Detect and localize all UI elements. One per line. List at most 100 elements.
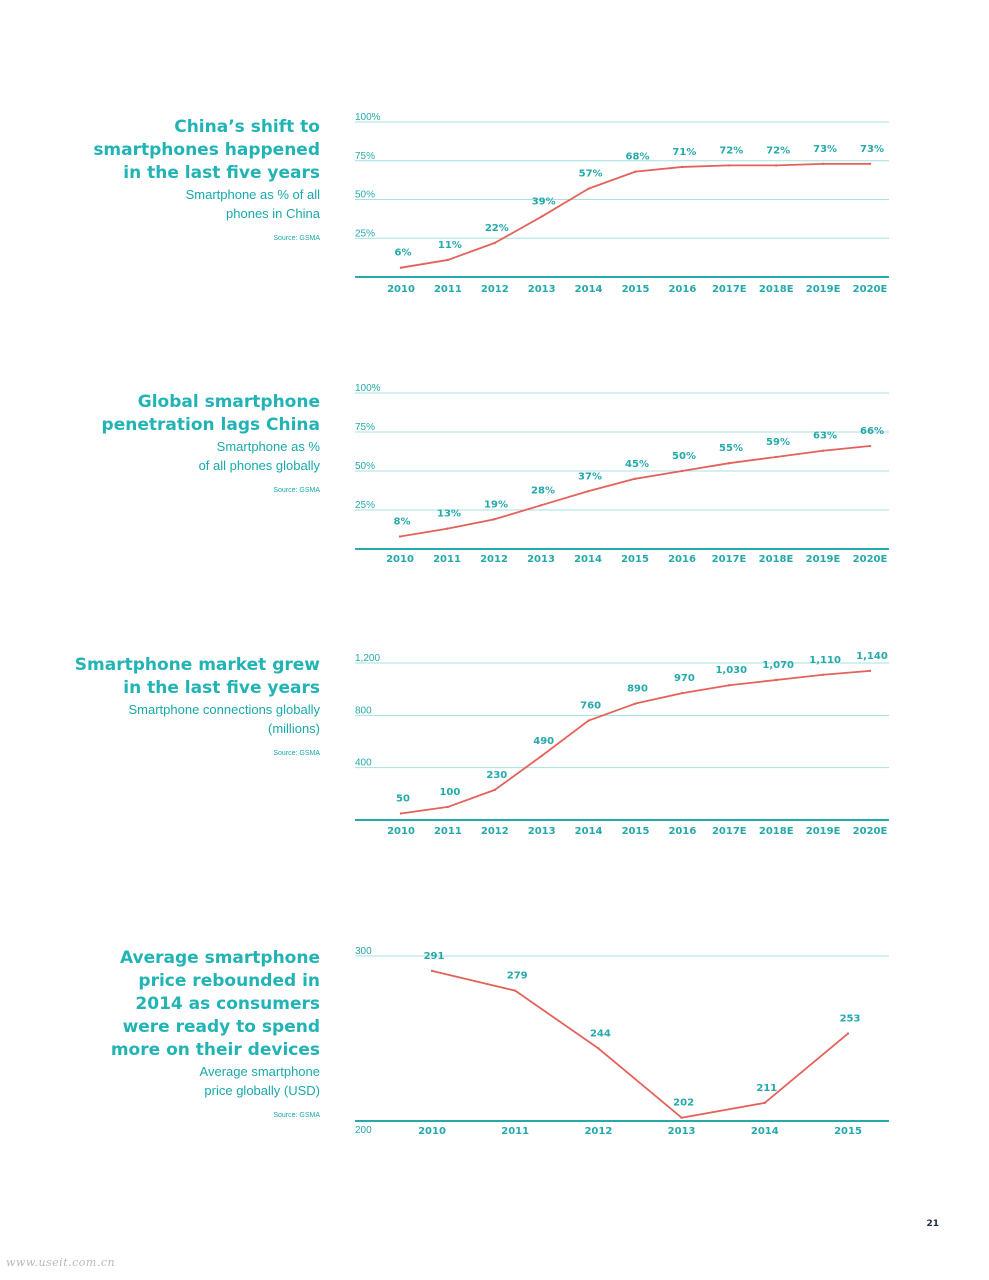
panel-3-title-line: in the last five years xyxy=(123,678,320,698)
x-tick-label: 2013 xyxy=(527,554,555,565)
data-point xyxy=(846,1032,850,1035)
x-tick-label: 2019E xyxy=(806,554,841,565)
data-point xyxy=(399,266,403,269)
data-label: 291 xyxy=(424,951,445,962)
y-tick-label: 75% xyxy=(355,151,375,162)
data-point xyxy=(446,258,450,262)
data-label: 59% xyxy=(766,437,790,448)
x-tick-label: 2019E xyxy=(806,284,841,295)
data-label: 890 xyxy=(627,684,648,695)
x-tick-label: 2010 xyxy=(386,554,414,565)
data-label: 8% xyxy=(394,517,411,528)
x-tick-label: 2014 xyxy=(574,554,602,565)
panel-4-title-line: more on their devices xyxy=(110,1040,320,1060)
panel-1-text: China’s shift to smartphones happened in… xyxy=(40,116,320,242)
data-point xyxy=(398,535,402,538)
data-point xyxy=(539,504,543,507)
data-point xyxy=(597,1047,600,1050)
data-point xyxy=(728,164,731,167)
data-point xyxy=(446,805,450,809)
data-label: 1,070 xyxy=(762,660,794,671)
data-label: 230 xyxy=(486,770,507,781)
data-label: 28% xyxy=(531,485,555,496)
x-tick-label: 2019E xyxy=(806,826,841,837)
x-tick-label: 2018E xyxy=(759,284,794,295)
y-tick-label: 75% xyxy=(355,422,375,433)
data-label: 1,030 xyxy=(715,665,747,676)
data-label: 73% xyxy=(813,144,837,155)
panel-4-source: Source: GSMA xyxy=(273,1112,320,1119)
y-tick-label: 25% xyxy=(355,500,375,511)
x-tick-label: 2012 xyxy=(481,284,509,295)
panel-1-subtitle-line: phones in China xyxy=(226,206,320,221)
data-label: 66% xyxy=(860,426,884,437)
x-tick-label: 2013 xyxy=(528,826,556,837)
panel-4-subtitle: Average smartphone price globally (USD) xyxy=(40,1062,320,1100)
panel-2-title-line: penetration lags China xyxy=(101,415,320,435)
data-label: 72% xyxy=(766,145,790,156)
data-label: 253 xyxy=(840,1014,861,1025)
x-tick-label: 2012 xyxy=(481,826,509,837)
x-tick-label: 2010 xyxy=(387,284,415,295)
data-point xyxy=(774,455,778,459)
y-tick-label: 100% xyxy=(355,383,381,394)
x-tick-label: 2020E xyxy=(853,284,888,295)
y-tick-label: 50% xyxy=(355,190,375,201)
data-point xyxy=(399,812,403,815)
panel-4-title-line: 2014 as consumers xyxy=(135,994,320,1014)
panel-2-text: Global smartphone penetration lags China… xyxy=(40,391,320,494)
data-label: 71% xyxy=(672,147,696,158)
data-point xyxy=(493,241,496,245)
x-tick-label: 2011 xyxy=(501,1126,529,1137)
x-tick-label: 2017E xyxy=(712,554,747,565)
x-tick-label: 2014 xyxy=(751,1126,779,1137)
data-label: 57% xyxy=(579,169,603,180)
panel-2-subtitle: Smartphone as % of all phones globally xyxy=(40,437,320,475)
panel-3-text: Smartphone market grew in the last five … xyxy=(40,654,320,757)
y-tick-label: 200 xyxy=(355,1125,372,1136)
panel-4-title-line: Average smartphone xyxy=(119,948,320,968)
x-tick-label: 2012 xyxy=(584,1126,612,1137)
x-tick-label: 2016 xyxy=(668,284,696,295)
data-label: 22% xyxy=(485,223,509,234)
panel-4-title-line: were ready to spend xyxy=(122,1017,320,1037)
panel-1-title: China’s shift to smartphones happened in… xyxy=(40,116,320,185)
x-tick-label: 2016 xyxy=(668,826,696,837)
panel-3-subtitle: Smartphone connections globally (million… xyxy=(40,700,320,738)
data-point xyxy=(680,469,684,473)
data-point xyxy=(775,164,778,167)
panel-4-subtitle-line: Average smartphone xyxy=(199,1064,320,1079)
data-point xyxy=(492,518,496,521)
data-label: 68% xyxy=(626,152,650,163)
data-point xyxy=(868,669,872,673)
x-tick-label: 2014 xyxy=(575,284,603,295)
x-tick-label: 2017E xyxy=(712,284,747,295)
data-point xyxy=(445,527,449,530)
data-label: 19% xyxy=(484,499,508,510)
chart-3-group: 400 800 1,200 2010 2011 2012 2013 2014 2015 2016 2… xyxy=(355,651,889,837)
data-label: 279 xyxy=(507,971,528,982)
data-point xyxy=(821,673,825,676)
y-tick-label: 400 xyxy=(355,758,372,769)
x-tick-label: 2015 xyxy=(622,826,650,837)
data-point xyxy=(775,678,778,682)
data-label: 202 xyxy=(673,1098,694,1109)
panel-1-title-line: smartphones happened xyxy=(93,140,320,160)
data-label: 45% xyxy=(625,459,649,470)
y-tick-label: 25% xyxy=(355,228,375,239)
x-tick-label: 2014 xyxy=(575,826,603,837)
data-point xyxy=(514,989,517,992)
panel-2-title: Global smartphone penetration lags China xyxy=(40,391,320,437)
panel-3-subtitle-line: (millions) xyxy=(268,721,320,736)
data-point xyxy=(763,1101,766,1105)
watermark: www.useit.com.cn xyxy=(6,1256,116,1269)
data-point xyxy=(540,754,543,758)
data-point xyxy=(633,477,637,480)
panel-4-text: Average smartphone price rebounded in 20… xyxy=(40,947,320,1119)
x-tick-label: 2016 xyxy=(668,554,696,565)
panel-2-subtitle-line: of all phones globally xyxy=(198,458,320,473)
data-point xyxy=(821,162,825,166)
x-tick-label: 2020E xyxy=(853,826,888,837)
data-label: 1,140 xyxy=(856,651,888,662)
